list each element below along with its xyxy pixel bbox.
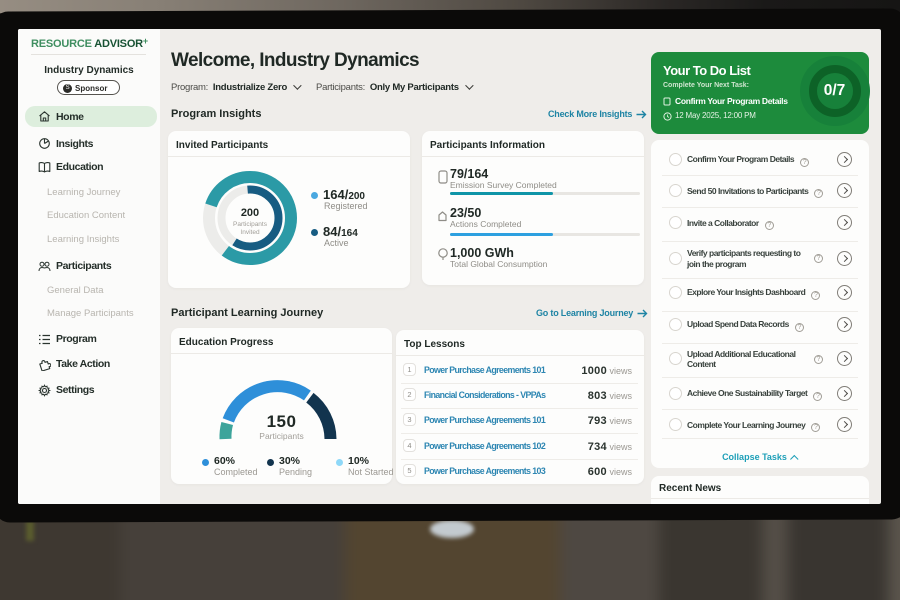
svg-text:Invited: Invited (240, 229, 260, 236)
svg-text:200: 200 (241, 207, 259, 219)
svg-text:Participants: Participants (233, 221, 268, 228)
